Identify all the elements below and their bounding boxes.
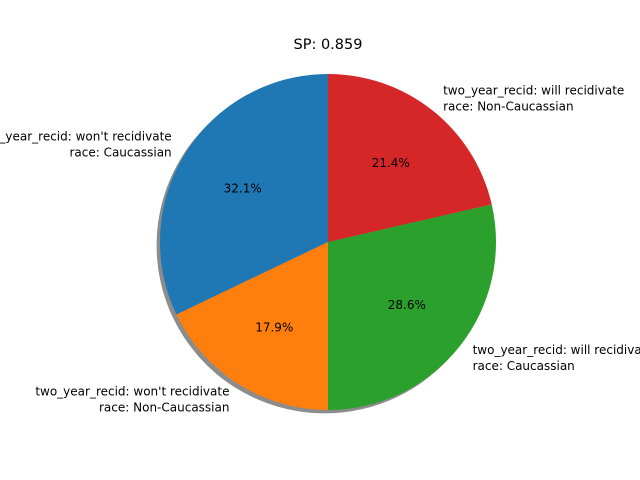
- percent-labels: 32.1% 17.9% 28.6% 21.4%: [224, 156, 426, 334]
- chart-title: SP: 0.859: [294, 37, 363, 53]
- slice-labels: two_year_recid: won't recidivate race: Ca…: [0, 83, 640, 414]
- slice-label-line: race: Caucassian: [69, 145, 171, 159]
- slice-label: two_year_recid: will recidivate race: Cau…: [473, 343, 640, 373]
- percent-label: 17.9%: [255, 320, 293, 334]
- percent-label: 21.4%: [372, 156, 410, 170]
- slice-label-line: race: Caucassian: [473, 359, 575, 373]
- percent-label: 32.1%: [224, 181, 262, 195]
- slice-label-line: two_year_recid: won't recidivate: [35, 384, 229, 398]
- pie-slice: [176, 242, 328, 410]
- percent-label: 28.6%: [388, 298, 426, 312]
- slice-label-line: two_year_recid: will recidivate: [473, 343, 640, 357]
- pie-slice: [160, 74, 328, 315]
- slice-label-line: two_year_recid: will recidivate: [443, 83, 624, 97]
- pie-slice: [328, 74, 492, 242]
- slice-label-line: two_year_recid: won't recidivate: [0, 129, 172, 143]
- pie-slices: [160, 74, 496, 410]
- slice-label: two_year_recid: won't recidivate race: No…: [35, 384, 229, 414]
- slice-label: two_year_recid: will recidivate race: Non…: [443, 83, 624, 113]
- slice-label-line: race: Non-Caucassian: [99, 400, 229, 414]
- slice-label: two_year_recid: won't recidivate race: Ca…: [0, 129, 172, 159]
- slice-label-line: race: Non-Caucassian: [443, 99, 573, 113]
- pie-slice: [328, 204, 496, 410]
